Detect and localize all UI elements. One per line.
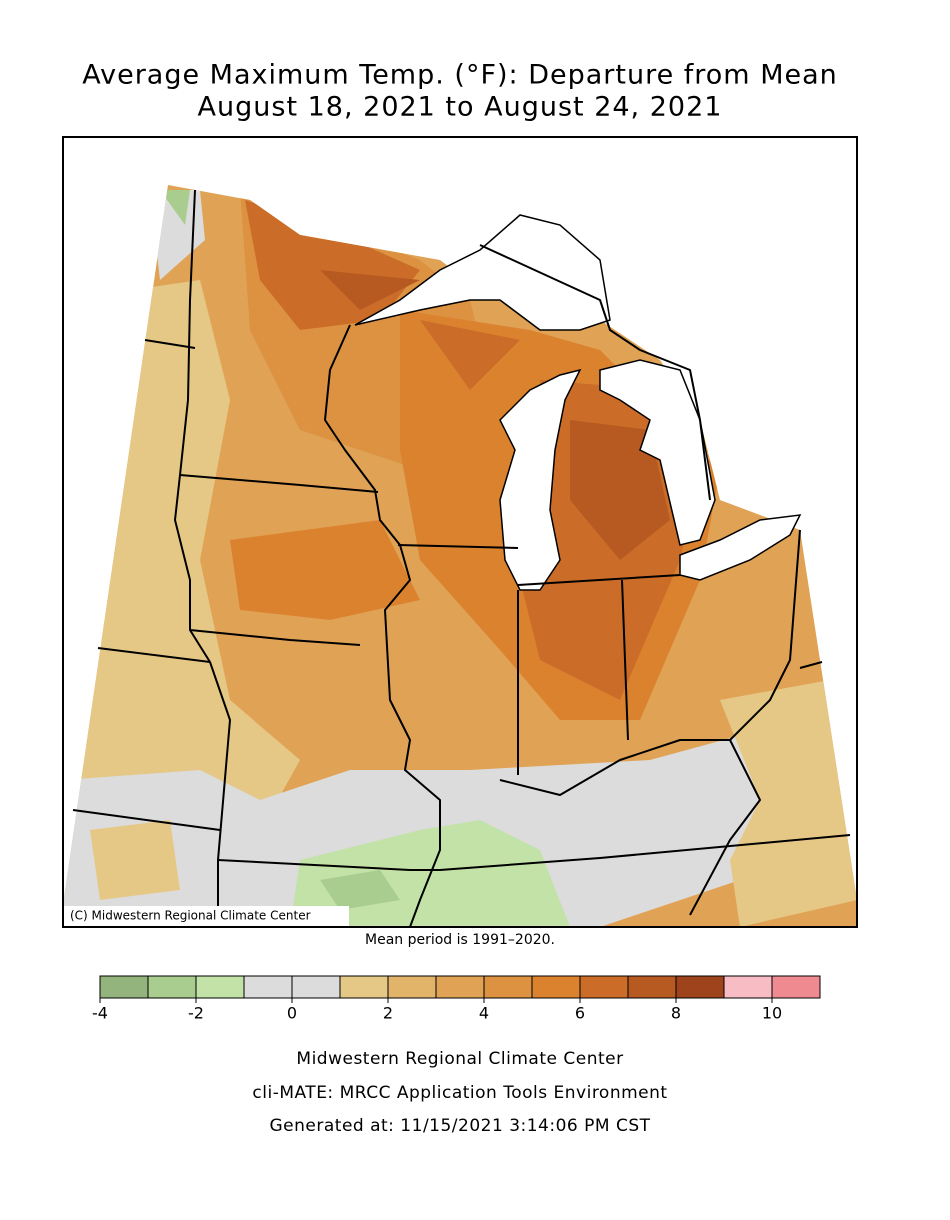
legend-tick-label: -2 <box>188 1004 204 1023</box>
legend-swatch <box>99 975 149 999</box>
footer-line: Midwestern Regional Climate Center <box>296 1049 623 1069</box>
legend-swatch <box>147 975 197 999</box>
legend-swatch <box>483 975 533 999</box>
footer-line: Generated at: 11/15/2021 3:14:06 PM CST <box>270 1116 651 1136</box>
note: Mean period is 1991–2020. <box>365 932 555 948</box>
credit-box <box>64 906 349 926</box>
legend-swatch <box>195 975 245 999</box>
legend-swatch <box>435 975 485 999</box>
credit: (C) Midwestern Regional Climate Center <box>70 909 311 923</box>
legend-tick-label: 2 <box>383 1004 393 1023</box>
state-borders <box>72 189 851 928</box>
legend-swatch <box>339 975 389 999</box>
legend-tick-label: 8 <box>671 1004 681 1023</box>
legend-swatch <box>675 975 725 999</box>
footer-line: cli-MATE: MRCC Application Tools Environ… <box>252 1083 667 1103</box>
legend-tick-label: 10 <box>762 1004 782 1023</box>
legend-tick-label: 0 <box>287 1004 297 1023</box>
legend-swatch <box>531 975 581 999</box>
legend-tick-label: 4 <box>479 1004 489 1023</box>
legend-tick-label: -4 <box>92 1004 108 1023</box>
legend-swatch <box>771 975 821 999</box>
lakes <box>354 214 802 591</box>
legend-swatch <box>627 975 677 999</box>
legend-swatch <box>291 975 341 999</box>
map-frame <box>62 136 858 928</box>
title: Average Maximum Temp. (°F): Departure fr… <box>82 60 838 91</box>
legend-tick-label: 6 <box>575 1004 585 1023</box>
subtitle: August 18, 2021 to August 24, 2021 <box>198 92 723 123</box>
legend-swatch <box>723 975 773 999</box>
legend-swatch <box>243 975 293 999</box>
legend-swatch <box>387 975 437 999</box>
legend: -4 -2 0 2 4 6 8 10 <box>92 975 821 1023</box>
legend-swatch <box>579 975 629 999</box>
